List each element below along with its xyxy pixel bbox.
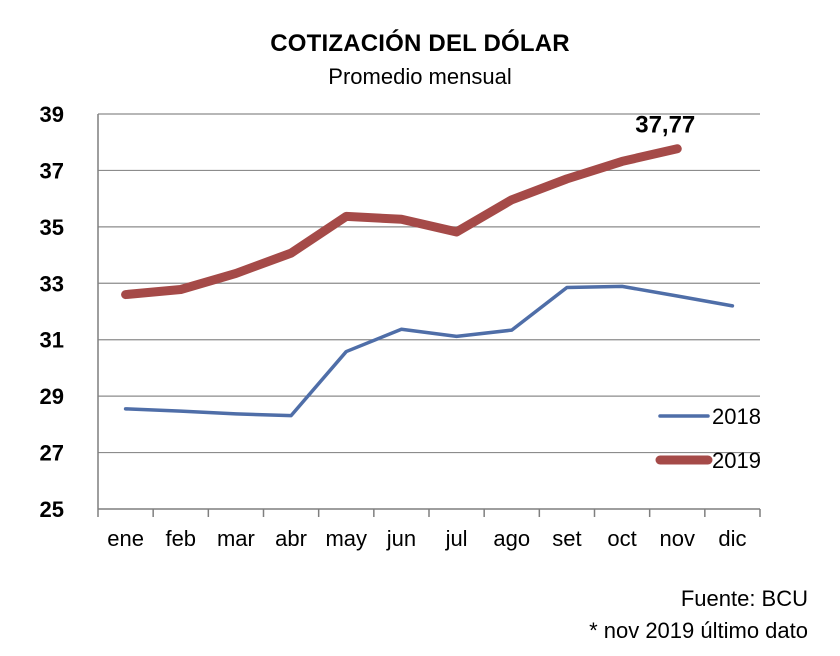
y-tick-label: 27 (40, 441, 64, 466)
x-tick-label: feb (165, 526, 196, 551)
x-tick-label: nov (660, 526, 695, 551)
y-tick-label: 37 (40, 158, 64, 183)
legend-label-2019: 2019 (712, 448, 761, 473)
x-tick-label: set (552, 526, 581, 551)
y-tick-label: 29 (40, 384, 64, 409)
x-tick-label: oct (607, 526, 636, 551)
source-label: Fuente: BCU (680, 586, 808, 611)
footnote: * nov 2019 último dato (589, 618, 808, 643)
chart-subtitle: Promedio mensual (328, 64, 512, 89)
x-tick-label: abr (275, 526, 307, 551)
y-tick-label: 31 (40, 328, 64, 353)
x-tick-label: ene (107, 526, 144, 551)
series-line-2019 (121, 144, 682, 300)
x-tick-label: may (325, 526, 367, 551)
x-tick-label: jun (386, 526, 416, 551)
x-tick-label: jul (445, 526, 468, 551)
x-tick-label: dic (718, 526, 746, 551)
line-chart: 39 37 35 33 31 29 27 25 ene feb mar abr may jun jul ago… (40, 102, 761, 551)
data-label-nov-2019: 37,77 (635, 112, 695, 139)
x-tick-label: ago (493, 526, 530, 551)
series-line-2018 (123, 284, 735, 418)
y-tick-label: 35 (40, 215, 64, 240)
y-tick-label: 33 (40, 271, 64, 296)
y-tick-label: 39 (40, 102, 64, 127)
y-tick-label: 25 (40, 497, 64, 522)
x-tick-label: mar (217, 526, 255, 551)
chart-title: COTIZACIÓN DEL DÓLAR (270, 30, 570, 57)
legend-label-2018: 2018 (712, 404, 761, 429)
